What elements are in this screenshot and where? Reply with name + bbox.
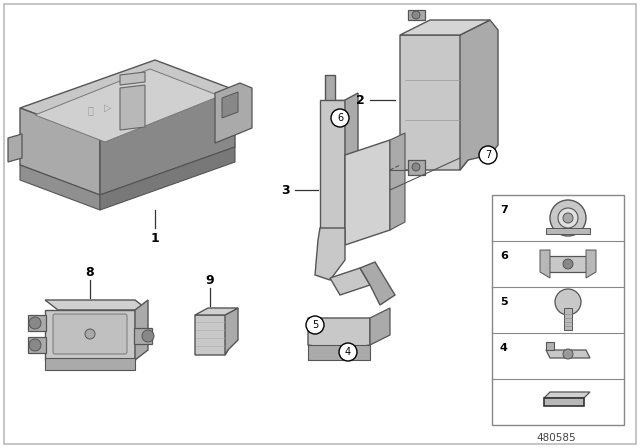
Polygon shape bbox=[100, 147, 235, 210]
Polygon shape bbox=[360, 262, 395, 305]
Text: 9: 9 bbox=[205, 273, 214, 287]
Text: 5: 5 bbox=[312, 320, 318, 330]
Polygon shape bbox=[586, 250, 596, 278]
Polygon shape bbox=[325, 75, 345, 110]
Polygon shape bbox=[540, 250, 550, 278]
Text: 7: 7 bbox=[485, 150, 491, 160]
Bar bbox=[548, 256, 588, 272]
Circle shape bbox=[563, 259, 573, 269]
Text: 5: 5 bbox=[500, 297, 508, 307]
Polygon shape bbox=[544, 398, 584, 406]
Text: 480585: 480585 bbox=[536, 433, 576, 443]
Polygon shape bbox=[195, 308, 238, 315]
Text: 4: 4 bbox=[500, 343, 508, 353]
Polygon shape bbox=[8, 134, 22, 162]
Polygon shape bbox=[222, 92, 238, 118]
FancyBboxPatch shape bbox=[53, 314, 127, 354]
Polygon shape bbox=[135, 300, 148, 360]
Polygon shape bbox=[20, 165, 100, 210]
Polygon shape bbox=[546, 350, 590, 358]
Text: 8: 8 bbox=[86, 266, 94, 279]
Text: 6: 6 bbox=[500, 251, 508, 261]
Circle shape bbox=[479, 146, 497, 164]
Polygon shape bbox=[460, 20, 498, 170]
Polygon shape bbox=[20, 60, 235, 138]
Text: 2: 2 bbox=[356, 94, 364, 107]
Circle shape bbox=[339, 343, 357, 361]
Polygon shape bbox=[544, 392, 590, 398]
Polygon shape bbox=[320, 100, 345, 230]
Polygon shape bbox=[400, 20, 490, 35]
Circle shape bbox=[331, 109, 349, 127]
Polygon shape bbox=[134, 328, 152, 344]
Text: 1: 1 bbox=[150, 232, 159, 245]
Circle shape bbox=[29, 339, 41, 351]
Polygon shape bbox=[390, 133, 405, 230]
Polygon shape bbox=[28, 315, 46, 331]
Circle shape bbox=[29, 317, 41, 329]
Bar bbox=[492, 195, 624, 425]
Polygon shape bbox=[225, 308, 238, 355]
Circle shape bbox=[558, 208, 578, 228]
Polygon shape bbox=[20, 108, 100, 195]
Polygon shape bbox=[100, 90, 235, 195]
Text: ▷: ▷ bbox=[104, 103, 112, 113]
Text: 7: 7 bbox=[500, 205, 508, 215]
Polygon shape bbox=[28, 337, 46, 353]
Polygon shape bbox=[315, 228, 345, 280]
Polygon shape bbox=[120, 72, 145, 85]
Circle shape bbox=[412, 163, 420, 171]
Polygon shape bbox=[215, 83, 252, 143]
Polygon shape bbox=[35, 69, 220, 142]
Circle shape bbox=[563, 213, 573, 223]
Polygon shape bbox=[308, 345, 370, 360]
Polygon shape bbox=[45, 358, 135, 370]
Text: ⬜: ⬜ bbox=[87, 105, 93, 115]
Polygon shape bbox=[408, 10, 425, 20]
Polygon shape bbox=[408, 160, 425, 175]
Circle shape bbox=[555, 289, 581, 315]
Text: 6: 6 bbox=[337, 113, 343, 123]
Polygon shape bbox=[546, 342, 554, 350]
Text: 4: 4 bbox=[345, 347, 351, 357]
Polygon shape bbox=[308, 318, 370, 350]
Polygon shape bbox=[370, 308, 390, 345]
Polygon shape bbox=[345, 93, 358, 230]
Circle shape bbox=[550, 200, 586, 236]
Circle shape bbox=[412, 11, 420, 19]
Polygon shape bbox=[345, 140, 390, 245]
Text: 3: 3 bbox=[282, 184, 291, 197]
Circle shape bbox=[563, 349, 573, 359]
Polygon shape bbox=[45, 300, 148, 310]
Polygon shape bbox=[45, 310, 135, 360]
Bar bbox=[564, 308, 572, 330]
Circle shape bbox=[306, 316, 324, 334]
Bar bbox=[546, 228, 590, 234]
Polygon shape bbox=[400, 35, 468, 170]
Polygon shape bbox=[120, 85, 145, 130]
Polygon shape bbox=[330, 268, 370, 295]
Circle shape bbox=[142, 330, 154, 342]
Circle shape bbox=[85, 329, 95, 339]
Polygon shape bbox=[195, 315, 228, 355]
